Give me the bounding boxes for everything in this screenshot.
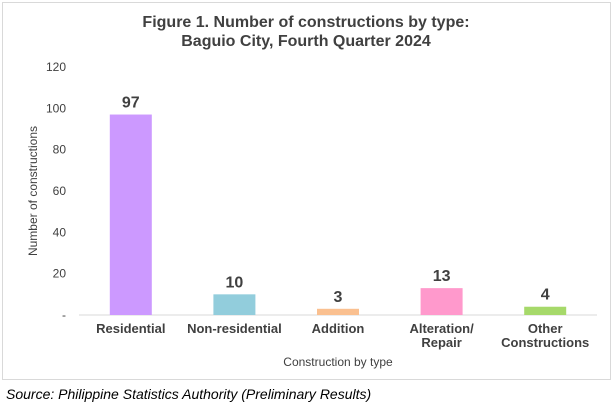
category-label: Constructions <box>501 335 589 350</box>
bar <box>317 308 359 315</box>
y-tick-label: 120 <box>46 60 66 74</box>
y-tick-label: 40 <box>53 225 67 239</box>
data-label: 13 <box>433 268 451 285</box>
data-label: 10 <box>226 274 244 291</box>
category-label: Addition <box>312 321 365 336</box>
bar-chart: Figure 1. Number of constructions by typ… <box>26 14 597 369</box>
data-label: 3 <box>334 289 343 306</box>
category-label: Other <box>528 321 563 336</box>
y-tick-label: 100 <box>46 101 66 115</box>
category-label: Alteration/ <box>409 321 474 336</box>
y-tick-label: 80 <box>53 143 67 157</box>
chart-frame <box>2 2 611 380</box>
category-label: Repair <box>421 335 461 350</box>
y-tick-label: - <box>62 308 66 322</box>
chart-title-line: Baguio City, Fourth Quarter 2024 <box>181 33 431 50</box>
source-note: Source: Philippine Statistics Authority … <box>6 386 372 402</box>
data-label: 4 <box>541 287 550 304</box>
bar <box>109 114 152 316</box>
y-axis-title: Number of constructions <box>26 126 40 256</box>
chart-title-line: Figure 1. Number of constructions by typ… <box>142 14 469 31</box>
y-tick-label: 20 <box>53 267 67 281</box>
bar <box>420 288 463 315</box>
category-label: Residential <box>96 321 165 336</box>
bar <box>524 306 567 315</box>
data-label: 97 <box>122 95 140 112</box>
x-axis-title: Construction by type <box>283 355 393 369</box>
y-tick-label: 60 <box>53 184 67 198</box>
category-label: Non-residential <box>187 321 282 336</box>
bar <box>213 294 256 315</box>
